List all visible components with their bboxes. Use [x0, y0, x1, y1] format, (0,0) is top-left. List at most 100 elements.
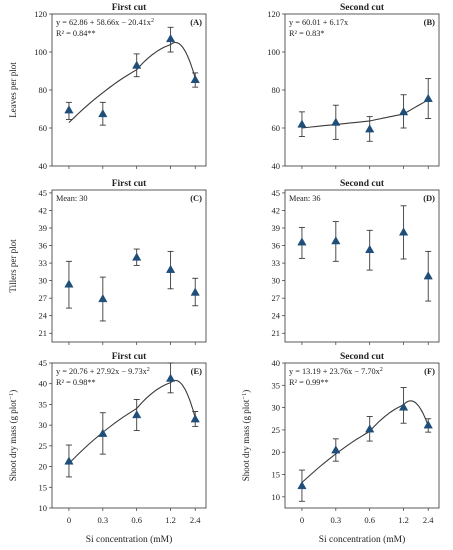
fit-curve: [301, 99, 429, 129]
annotation-main: Mean: 30: [56, 194, 88, 203]
y-tick-label: 60: [39, 123, 48, 133]
y-tick-label: 100: [267, 47, 280, 57]
y-tick-label: 40: [272, 161, 281, 171]
y-tick-label: 30: [39, 420, 48, 430]
y-axis-label: Shoot dry mass (g plot−1): [8, 390, 18, 481]
data-point-marker: [190, 287, 200, 296]
y-tick-label: 30: [39, 276, 48, 286]
data-point-marker: [98, 294, 108, 303]
data-point-marker: [398, 402, 409, 411]
equation-exponent: 2: [380, 367, 383, 373]
y-axis-label: Tillers per plot: [8, 239, 18, 293]
plot-frame: [51, 189, 207, 343]
y-tick-label: 36: [272, 241, 281, 251]
y-axis-label-unit-exponent: −1: [8, 393, 15, 400]
y-axis-label-unit-exponent: −1: [241, 393, 248, 400]
panel-e: First cut 10 15 20 25 30 35 40 45 0 0.3 0.6 1.2 2.4 Sh…: [8, 352, 207, 525]
y-tick-label: 42: [272, 205, 281, 215]
data-point-marker: [64, 456, 74, 465]
data-point-marker: [423, 420, 433, 429]
y-axis-label-main: Tillers per plot: [8, 239, 18, 293]
y-tick-label: 35: [272, 380, 281, 390]
y-tick-label: 21: [39, 328, 48, 338]
y-axis-label-tail: ): [241, 390, 251, 393]
x-axis-label: Si concentration (mM): [319, 534, 406, 545]
y-tick-label: 100: [34, 47, 47, 57]
annotation-main: y = 20.76 + 27.92x − 9.73x: [56, 367, 148, 376]
y-tick-label: 45: [272, 188, 281, 198]
y-axis-label-main: Shoot dry mass (g plot: [8, 399, 18, 481]
panel-tag: (A): [190, 17, 202, 27]
y-axis-label-main: Shoot dry mass (g plot: [241, 399, 251, 481]
x-tick-label: 0.6: [364, 515, 375, 525]
y-tick-label: 45: [39, 358, 48, 368]
x-tick-label: 2.4: [423, 515, 434, 525]
data-point-marker: [331, 117, 341, 126]
y-tick-label: 33: [39, 258, 48, 268]
data-point-marker: [365, 244, 375, 254]
panel-b: Second cut 40 60 80 100 120 (B) y = 60.01 + 6.1…: [267, 3, 440, 171]
data-point-marker: [297, 237, 307, 246]
y-axis-label: Shoot dry mass (g plot−1): [241, 390, 251, 481]
panel-a: First cut 40 60 80 100 120 Leaves per plot (A) y…: [8, 3, 207, 171]
y-tick-label: 39: [272, 223, 281, 233]
annotation-main: R² = 0.84**: [56, 29, 96, 38]
y-tick-label: 21: [272, 328, 281, 338]
plot-frame: [284, 189, 440, 343]
panel-d: Second cut 21 24 27 30 33 36 39 42 45 (D) Mean: 36: [272, 179, 440, 345]
annotation-main: Mean: 36: [289, 194, 321, 203]
fit-curve: [301, 400, 429, 484]
panel-title: First cut: [112, 179, 147, 189]
data-point-marker: [165, 33, 176, 43]
annotation-main: y = 60.01 + 6.17x: [289, 18, 349, 27]
panel-tag: (D): [423, 193, 435, 203]
data-point-marker: [365, 424, 375, 433]
annotation-main: y = 62.86 + 58.66x − 20.41x: [56, 18, 152, 27]
y-tick-label: 120: [267, 9, 280, 19]
x-axis-label: Si concentration (mM): [86, 534, 173, 545]
annotation-main: R² = 0.99**: [289, 378, 329, 387]
panel-tag: (C): [190, 193, 202, 203]
y-tick-label: 80: [272, 85, 281, 95]
x-tick-label: 1.2: [398, 515, 409, 525]
data-point-marker: [297, 119, 307, 128]
x-tick-label: 1.2: [165, 515, 176, 525]
y-axis-label-main: Leaves per plot: [8, 62, 18, 118]
data-point-marker: [297, 480, 307, 490]
y-tick-label: 40: [39, 161, 48, 171]
y-tick-label: 40: [272, 358, 281, 368]
y-tick-label: 35: [39, 399, 48, 409]
y-tick-label: 36: [39, 241, 48, 251]
plot-frame: [51, 362, 207, 509]
data-point-marker: [64, 279, 74, 288]
data-point-marker: [398, 227, 409, 236]
data-point-marker: [64, 105, 74, 114]
equation-text: y = 13.19 + 23.76x − 7.70x2: [289, 367, 383, 376]
data-point-marker: [165, 373, 176, 382]
y-tick-label: 80: [39, 85, 48, 95]
panel-title: Second cut: [340, 352, 385, 362]
panel-title: Second cut: [340, 179, 385, 189]
data-point-marker: [132, 60, 142, 69]
x-tick-label: 0.6: [131, 515, 142, 525]
annotation-main: y = 13.19 + 23.76x − 7.70x: [289, 367, 381, 376]
panel-title: Second cut: [340, 3, 385, 13]
plot-frame: [284, 362, 440, 509]
y-tick-label: 20: [272, 447, 281, 457]
y-tick-label: 15: [272, 470, 281, 480]
panel-f: Second cut 10 15 20 25 30 35 40 0 0.3 0.6 1.2 2.4 Sho…: [241, 352, 440, 525]
data-point-marker: [132, 252, 142, 261]
y-tick-label: 24: [272, 311, 281, 321]
x-tick-label: 2.4: [190, 515, 201, 525]
data-point-marker: [190, 414, 200, 423]
data-point-marker: [98, 109, 108, 118]
data-point-marker: [398, 107, 409, 116]
fit-curve: [68, 379, 196, 464]
y-tick-label: 30: [272, 403, 281, 413]
annotation-main: R² = 0.98**: [56, 378, 96, 387]
equation-text: y = 60.01 + 6.17x: [289, 18, 349, 27]
data-point-marker: [365, 124, 375, 133]
y-tick-label: 33: [272, 258, 281, 268]
data-point-marker: [165, 264, 176, 273]
